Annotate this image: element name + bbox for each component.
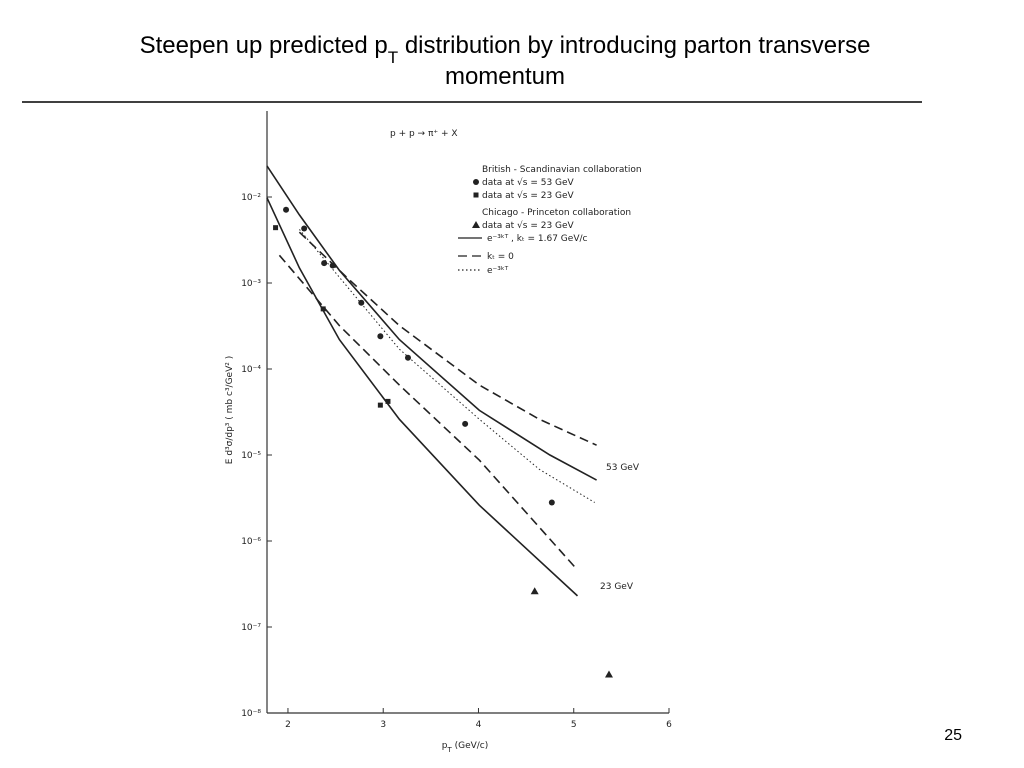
page-number: 25 (944, 727, 962, 744)
data-point (548, 499, 555, 506)
legend-group-title: Chicago - Princeton collaboration (482, 208, 631, 218)
legend-marker (473, 192, 479, 198)
legend-marker (472, 221, 480, 228)
slide-title: Steepen up predicted pT distribution by … (140, 32, 871, 67)
data-point (530, 587, 539, 595)
y-tick-label: 10⁻⁶ (241, 537, 261, 547)
x-axis-label: pT (GeV/c) (442, 741, 489, 754)
y-tick-label: 10⁻⁷ (241, 623, 261, 633)
x-tick-label: 5 (571, 720, 577, 730)
y-tick-label: 10⁻⁵ (241, 451, 261, 461)
data-point (283, 206, 290, 213)
curve (266, 197, 579, 597)
text-part: momentum (445, 63, 565, 90)
data-point (320, 306, 326, 312)
legend-label: e⁻³ᵏᵀ , kₜ = 1.67 GeV/c (487, 234, 588, 244)
data-point (462, 420, 469, 427)
x-tick-label: 3 (380, 720, 386, 730)
data-point (321, 260, 328, 267)
legend-group-title: British - Scandinavian collaboration (482, 165, 642, 175)
data-point (404, 354, 411, 361)
y-tick-label: 10⁻³ (241, 279, 261, 289)
text-part: Steepen up predicted p (140, 32, 388, 59)
y-tick-label: 10⁻² (241, 193, 261, 203)
data-point (377, 402, 383, 408)
text-part: (GeV/c) (452, 741, 489, 751)
y-tick-label: 10⁻⁸ (241, 709, 261, 719)
subscript: T (388, 48, 398, 67)
curve-annotation: 23 GeV (600, 582, 634, 592)
slide-title: momentum (445, 63, 565, 90)
x-tick-label: 4 (476, 720, 482, 730)
legend-label: data at √s = 53 GeV (482, 177, 575, 188)
y-tick-label: 10⁻⁴ (241, 365, 261, 375)
data-point (385, 398, 391, 404)
data-point (273, 225, 279, 231)
legend-marker (473, 179, 479, 185)
legend-label: data at √s = 23 GeV (482, 190, 575, 201)
x-tick-label: 2 (285, 720, 291, 730)
data-point (604, 670, 613, 678)
data-point (301, 225, 308, 232)
subscript: T (446, 746, 452, 754)
legend-label: data at √s = 23 GeV (482, 220, 575, 231)
data-point (377, 333, 384, 340)
text-part: p (442, 741, 448, 751)
curve (298, 231, 597, 446)
data-point (358, 299, 365, 306)
curve (266, 165, 597, 481)
curve (299, 229, 595, 503)
y-axis-label: E d³σ/dp³ ( mb c³/GeV² ) (225, 356, 235, 464)
curve-annotation: 53 GeV (606, 463, 640, 473)
legend-label: e⁻³ᵏᵀ (487, 266, 509, 276)
x-tick-label: 6 (666, 720, 672, 730)
text-part: distribution by introducing parton trans… (398, 32, 870, 59)
legend-label: kₜ = 0 (487, 252, 514, 262)
curve (278, 254, 579, 571)
reaction-label: p + p → π⁺ + X (390, 129, 458, 139)
